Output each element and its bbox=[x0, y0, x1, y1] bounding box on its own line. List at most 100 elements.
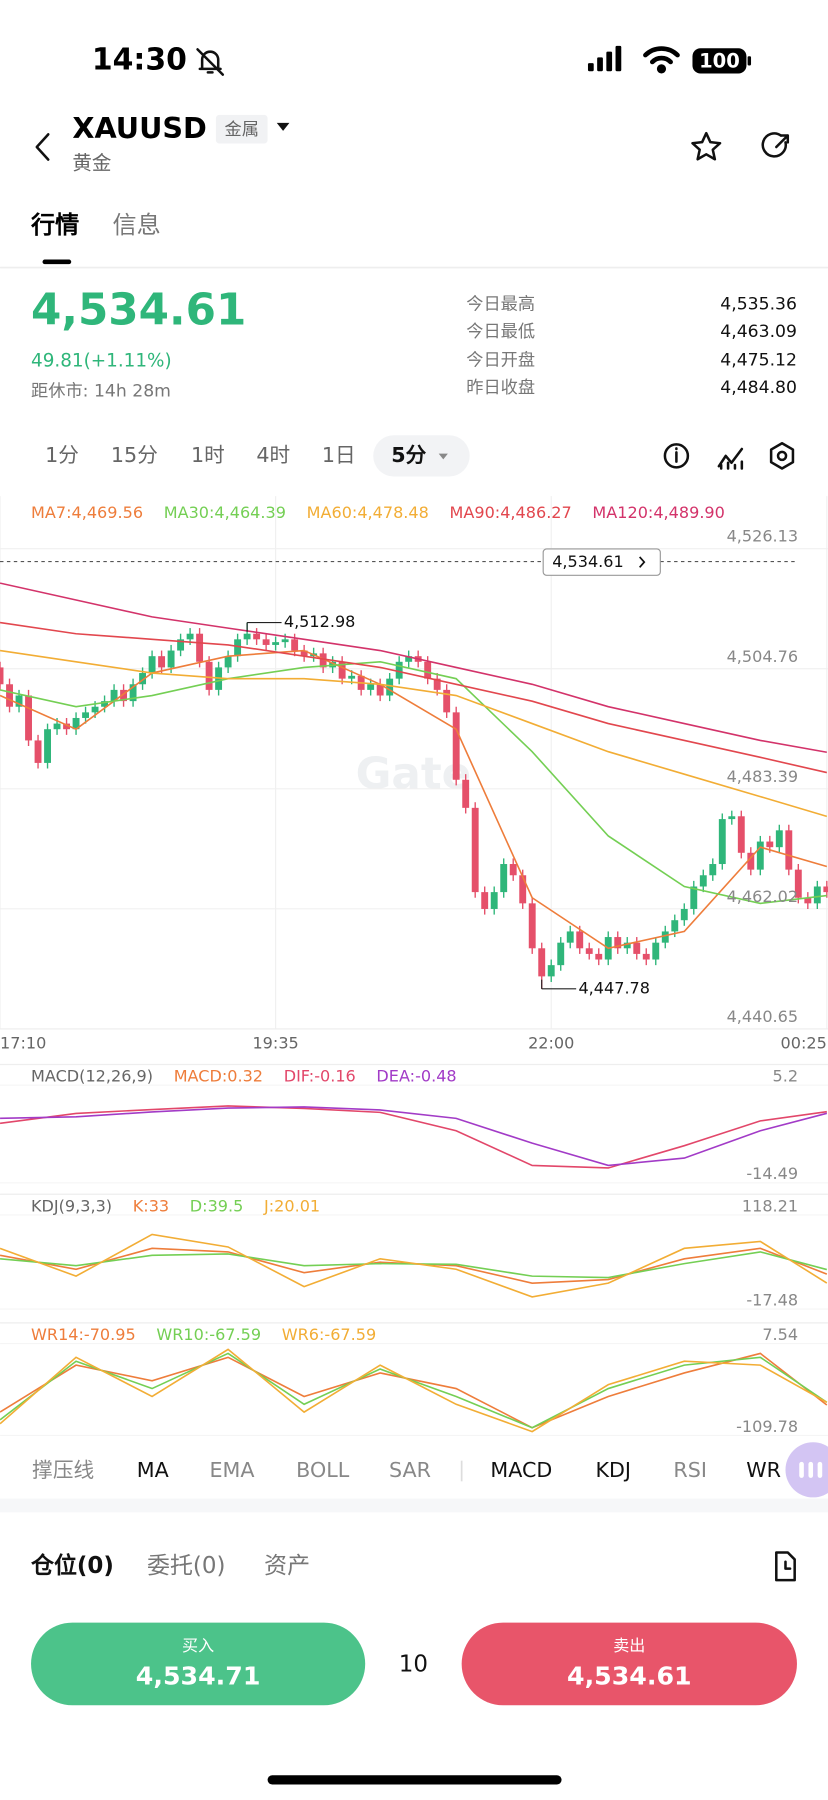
candle-body bbox=[813, 886, 821, 904]
floating-assistant[interactable] bbox=[785, 1442, 828, 1498]
indicator-tab[interactable]: WR bbox=[746, 1458, 781, 1482]
y-tick-label: 5.2 bbox=[773, 1067, 799, 1086]
indicator-legend: J:20.01 bbox=[263, 1196, 320, 1215]
last-price-tag-text[interactable]: 4,534.61 bbox=[552, 552, 624, 571]
buy-label[interactable]: 买入 bbox=[182, 1636, 214, 1655]
indicator-tab[interactable]: EMA bbox=[209, 1458, 254, 1482]
candle-body bbox=[690, 886, 698, 909]
indicator-button[interactable] bbox=[717, 447, 744, 470]
interval[interactable]: 15分 bbox=[111, 443, 158, 467]
candle-body bbox=[281, 639, 289, 643]
interval-selected-bg[interactable] bbox=[373, 435, 470, 477]
x-tick-label: 17:10 bbox=[0, 1033, 46, 1052]
candle-body bbox=[737, 816, 745, 853]
indicator-legend: DIF:-0.16 bbox=[284, 1067, 356, 1086]
indicator-tab[interactable]: SAR bbox=[389, 1458, 431, 1482]
interval[interactable]: 1分 bbox=[45, 443, 79, 467]
indicator-legend: K:33 bbox=[133, 1196, 169, 1215]
candle-body bbox=[34, 740, 42, 763]
candle-body bbox=[823, 886, 828, 893]
candle-body bbox=[262, 639, 270, 645]
tab[interactable]: 行情 bbox=[30, 211, 79, 239]
candle-body bbox=[804, 897, 812, 904]
candle-body bbox=[148, 656, 156, 674]
symbol-dropdown[interactable] bbox=[276, 122, 290, 131]
ma-line bbox=[0, 649, 828, 818]
indicator-line bbox=[0, 1352, 828, 1429]
sell-button[interactable] bbox=[461, 1622, 797, 1706]
buy-price[interactable]: 4,534.71 bbox=[136, 1662, 261, 1691]
candle-body bbox=[25, 695, 32, 741]
history-button[interactable] bbox=[775, 1551, 796, 1582]
indicator-legend: WR6:-67.59 bbox=[282, 1325, 376, 1344]
sell-price[interactable]: 4,534.61 bbox=[567, 1662, 692, 1691]
position-tab[interactable]: 资产 bbox=[264, 1553, 310, 1579]
indicator-tab[interactable]: MA bbox=[137, 1458, 169, 1482]
candle-body bbox=[557, 942, 565, 966]
tab[interactable]: 信息 bbox=[113, 211, 161, 239]
symbol: XAUUSD bbox=[72, 111, 207, 145]
last-price-tag-arrow bbox=[639, 556, 646, 568]
position-tab[interactable]: 仓位(0) bbox=[30, 1552, 114, 1579]
indicator-legend: D:39.5 bbox=[190, 1196, 244, 1215]
symbol-tag: 金属 bbox=[225, 120, 259, 140]
position-tab[interactable]: 委托(0) bbox=[147, 1553, 225, 1579]
candle-body bbox=[728, 816, 736, 820]
candle-body bbox=[205, 661, 213, 690]
buy-button[interactable] bbox=[31, 1622, 366, 1706]
y-tick-label: 4,526.13 bbox=[727, 527, 799, 546]
stat-value: 4,475.12 bbox=[720, 351, 797, 371]
extreme-label: 4,447.78 bbox=[578, 978, 650, 997]
candle-body bbox=[614, 937, 622, 949]
sell-label[interactable]: 卖出 bbox=[613, 1636, 645, 1655]
candle-body bbox=[158, 656, 166, 668]
ma-legend: MA60:4,478.48 bbox=[307, 503, 429, 522]
indicator-tab[interactable]: KDJ bbox=[595, 1458, 631, 1482]
interval[interactable]: 1日 bbox=[322, 443, 356, 467]
section-gap bbox=[0, 1498, 828, 1513]
indicator-tab[interactable]: MACD bbox=[490, 1458, 552, 1482]
stat-value: 4,463.09 bbox=[720, 322, 797, 342]
candle-body bbox=[291, 639, 299, 651]
candle-body bbox=[44, 729, 51, 763]
indicator-legend: WR14:-70.95 bbox=[31, 1325, 136, 1344]
candle-body bbox=[15, 695, 23, 707]
indicator-line bbox=[0, 1105, 827, 1169]
candle-body bbox=[253, 633, 261, 640]
interval[interactable]: 4时 bbox=[256, 443, 290, 467]
candle-body bbox=[167, 650, 175, 668]
candle-body bbox=[6, 684, 13, 707]
favorite-button[interactable] bbox=[691, 131, 722, 161]
back-button[interactable] bbox=[35, 133, 50, 161]
interval-dropdown[interactable] bbox=[438, 453, 448, 460]
info-button[interactable] bbox=[663, 443, 690, 469]
indicator-legend: MACD(12,26,9) bbox=[31, 1067, 153, 1086]
share-button[interactable] bbox=[761, 132, 790, 158]
settings-button[interactable] bbox=[769, 441, 795, 470]
stats: 今日最高 4,535.36 今日最低 4,463.09 今日开盘 4,475.12 昨日收盘… bbox=[466, 294, 797, 398]
indicator-line bbox=[0, 1106, 828, 1167]
last-price-tag[interactable] bbox=[542, 548, 661, 576]
ma-legend: MA30:4,464.39 bbox=[164, 503, 286, 522]
candle-body bbox=[709, 864, 717, 876]
indicator-tab[interactable]: RSI bbox=[673, 1458, 707, 1482]
interval-selected[interactable]: 5分 bbox=[391, 443, 426, 467]
y-tick-label: 7.54 bbox=[762, 1325, 798, 1344]
price-change: 49.81(+1.11%) bbox=[31, 351, 172, 372]
indicator-tab[interactable]: BOLL bbox=[296, 1458, 350, 1482]
ma-legend: MA90:4,486.27 bbox=[450, 503, 572, 522]
quantity[interactable]: 10 bbox=[399, 1652, 428, 1678]
indicator-tabs: 撑压线 MA EMA BOLL SAR MACD KDJ RSI WR bbox=[32, 1458, 781, 1482]
candle-body bbox=[177, 639, 185, 651]
watermark: Gate bbox=[356, 749, 472, 799]
candle-body bbox=[452, 712, 460, 780]
x-tick-label: 00:25 bbox=[781, 1033, 827, 1052]
market-close-countdown: 距休市: 14h 28m bbox=[31, 382, 171, 402]
candle-body bbox=[186, 633, 194, 640]
wifi-icon bbox=[643, 46, 680, 74]
candle-body bbox=[500, 864, 508, 893]
indicator-tab[interactable]: 撑压线 bbox=[32, 1458, 94, 1482]
y-tick-label: 118.21 bbox=[742, 1196, 798, 1215]
interval[interactable]: 1时 bbox=[191, 443, 225, 467]
